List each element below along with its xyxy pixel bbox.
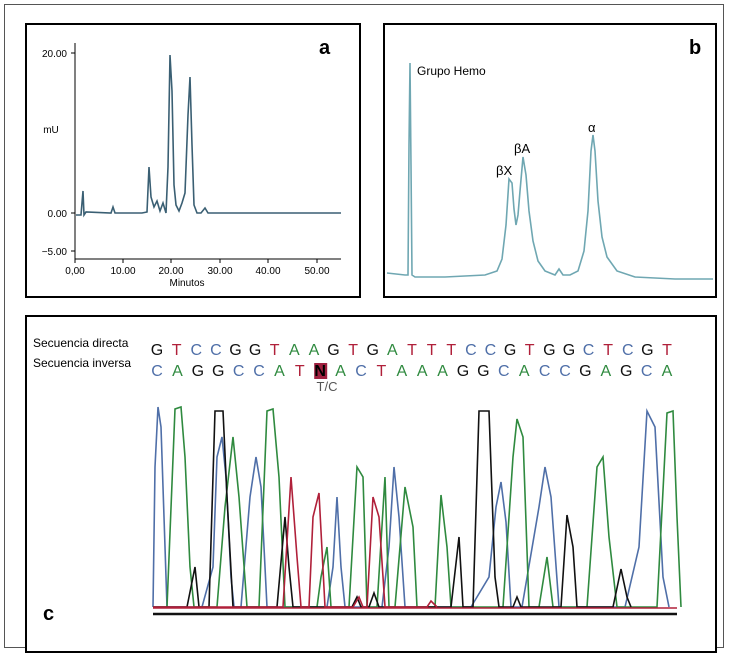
base-forward: C (622, 342, 634, 359)
base-forward: T (348, 342, 358, 359)
variant-highlight (314, 363, 328, 379)
base-reverse: A (172, 363, 183, 380)
trace-c-blue (152, 406, 670, 608)
base-reverse: C (233, 363, 245, 380)
base-reverse: T (377, 363, 387, 380)
chromatogram-panel-a: a 20.00 0.00 −5.00 mU 0,00 10.00 (25, 23, 361, 298)
base-forward: T (662, 342, 672, 359)
base-reverse: N (314, 363, 326, 380)
base-reverse: C (559, 363, 571, 380)
chromatogram-panel-b: b Grupo Hemo βX βA α (383, 23, 717, 298)
trace-c-green (153, 405, 682, 608)
label-reverse-sequence: Secuencia inversa (33, 356, 131, 370)
panel-a-xtick-label: 50.00 (304, 266, 329, 277)
panel-a-xlabel: Minutos (169, 278, 204, 289)
base-forward: T (603, 342, 613, 359)
base-forward: T (525, 342, 535, 359)
panel-a-ytick-label: −5.00 (42, 247, 68, 258)
label-forward-sequence: Secuencia directa (33, 336, 129, 350)
base-reverse: C (641, 363, 653, 380)
base-reverse: C (355, 363, 367, 380)
panel-b-plot: Grupo Hemo βX βA α (386, 62, 713, 280)
base-forward: T (172, 342, 182, 359)
base-reverse: T (295, 363, 305, 380)
panel-a-ylabel: mU (43, 125, 59, 136)
panel-b-letter: b (689, 37, 702, 59)
base-forward: G (367, 342, 379, 359)
base-forward: G (563, 342, 575, 359)
base-reverse: A (396, 363, 407, 380)
base-forward: G (543, 342, 555, 359)
panel-a-xticks (74, 259, 318, 263)
base-reverse: A (519, 363, 530, 380)
base-forward: T (427, 342, 437, 359)
panel-a-xtick-label: 10.00 (110, 266, 135, 277)
variant-label: T/C (317, 379, 338, 394)
base-forward: G (327, 342, 339, 359)
base-reverse: G (192, 363, 204, 380)
panel-a-plot: 20.00 0.00 −5.00 mU 0,00 10.00 20.00 30.… (42, 43, 341, 289)
chromatogram-traces (152, 405, 682, 608)
base-reverse: C (151, 363, 163, 380)
base-forward: C (210, 342, 222, 359)
base-forward: G (249, 342, 261, 359)
base-reverse: G (620, 363, 632, 380)
base-forward: A (309, 342, 320, 359)
panel-a-ytick-label: 20.00 (42, 49, 67, 60)
base-reverse: G (477, 363, 489, 380)
figure-frame: a 20.00 0.00 −5.00 mU 0,00 10.00 (4, 4, 724, 653)
base-reverse: C (539, 363, 551, 380)
base-forward: T (446, 342, 456, 359)
base-forward: G (641, 342, 653, 359)
panel-a-xtick-label: 20.00 (158, 266, 183, 277)
panel-a-letter: a (319, 37, 331, 59)
base-reverse: A (417, 363, 428, 380)
base-forward: C (485, 342, 497, 359)
peak-label-beta-x: βX (496, 163, 512, 178)
peak-label-heme: Grupo Hemo (417, 64, 486, 78)
base-reverse: G (212, 363, 224, 380)
base-reverse: A (662, 363, 673, 380)
base-forward: T (270, 342, 280, 359)
panel-a-xtick-label: 0,00 (65, 266, 85, 277)
base-forward: A (387, 342, 398, 359)
panel-b-trace (386, 62, 713, 280)
base-forward: A (289, 342, 300, 359)
base-forward: G (151, 342, 163, 359)
base-reverse: A (335, 363, 346, 380)
base-forward: C (583, 342, 595, 359)
panel-a-ytick-label: 0.00 (48, 209, 68, 220)
base-reverse: G (457, 363, 469, 380)
peak-label-alpha: α (588, 120, 596, 135)
base-reverse: A (600, 363, 611, 380)
base-forward: C (190, 342, 202, 359)
panel-c-letter: c (43, 603, 55, 625)
trace-c-red (153, 476, 438, 608)
base-reverse: G (579, 363, 591, 380)
base-reverse: A (274, 363, 285, 380)
panel-a-xtick-label: 40.00 (255, 266, 280, 277)
base-reverse: C (253, 363, 265, 380)
panel-a-xtick-label: 30.00 (207, 266, 232, 277)
base-forward: T (407, 342, 417, 359)
base-forward: G (504, 342, 516, 359)
panel-a-trace (76, 54, 341, 218)
base-reverse: A (437, 363, 448, 380)
base-forward: C (465, 342, 477, 359)
base-reverse: C (498, 363, 510, 380)
peak-label-beta-a: βA (514, 141, 530, 156)
base-forward: G (229, 342, 241, 359)
